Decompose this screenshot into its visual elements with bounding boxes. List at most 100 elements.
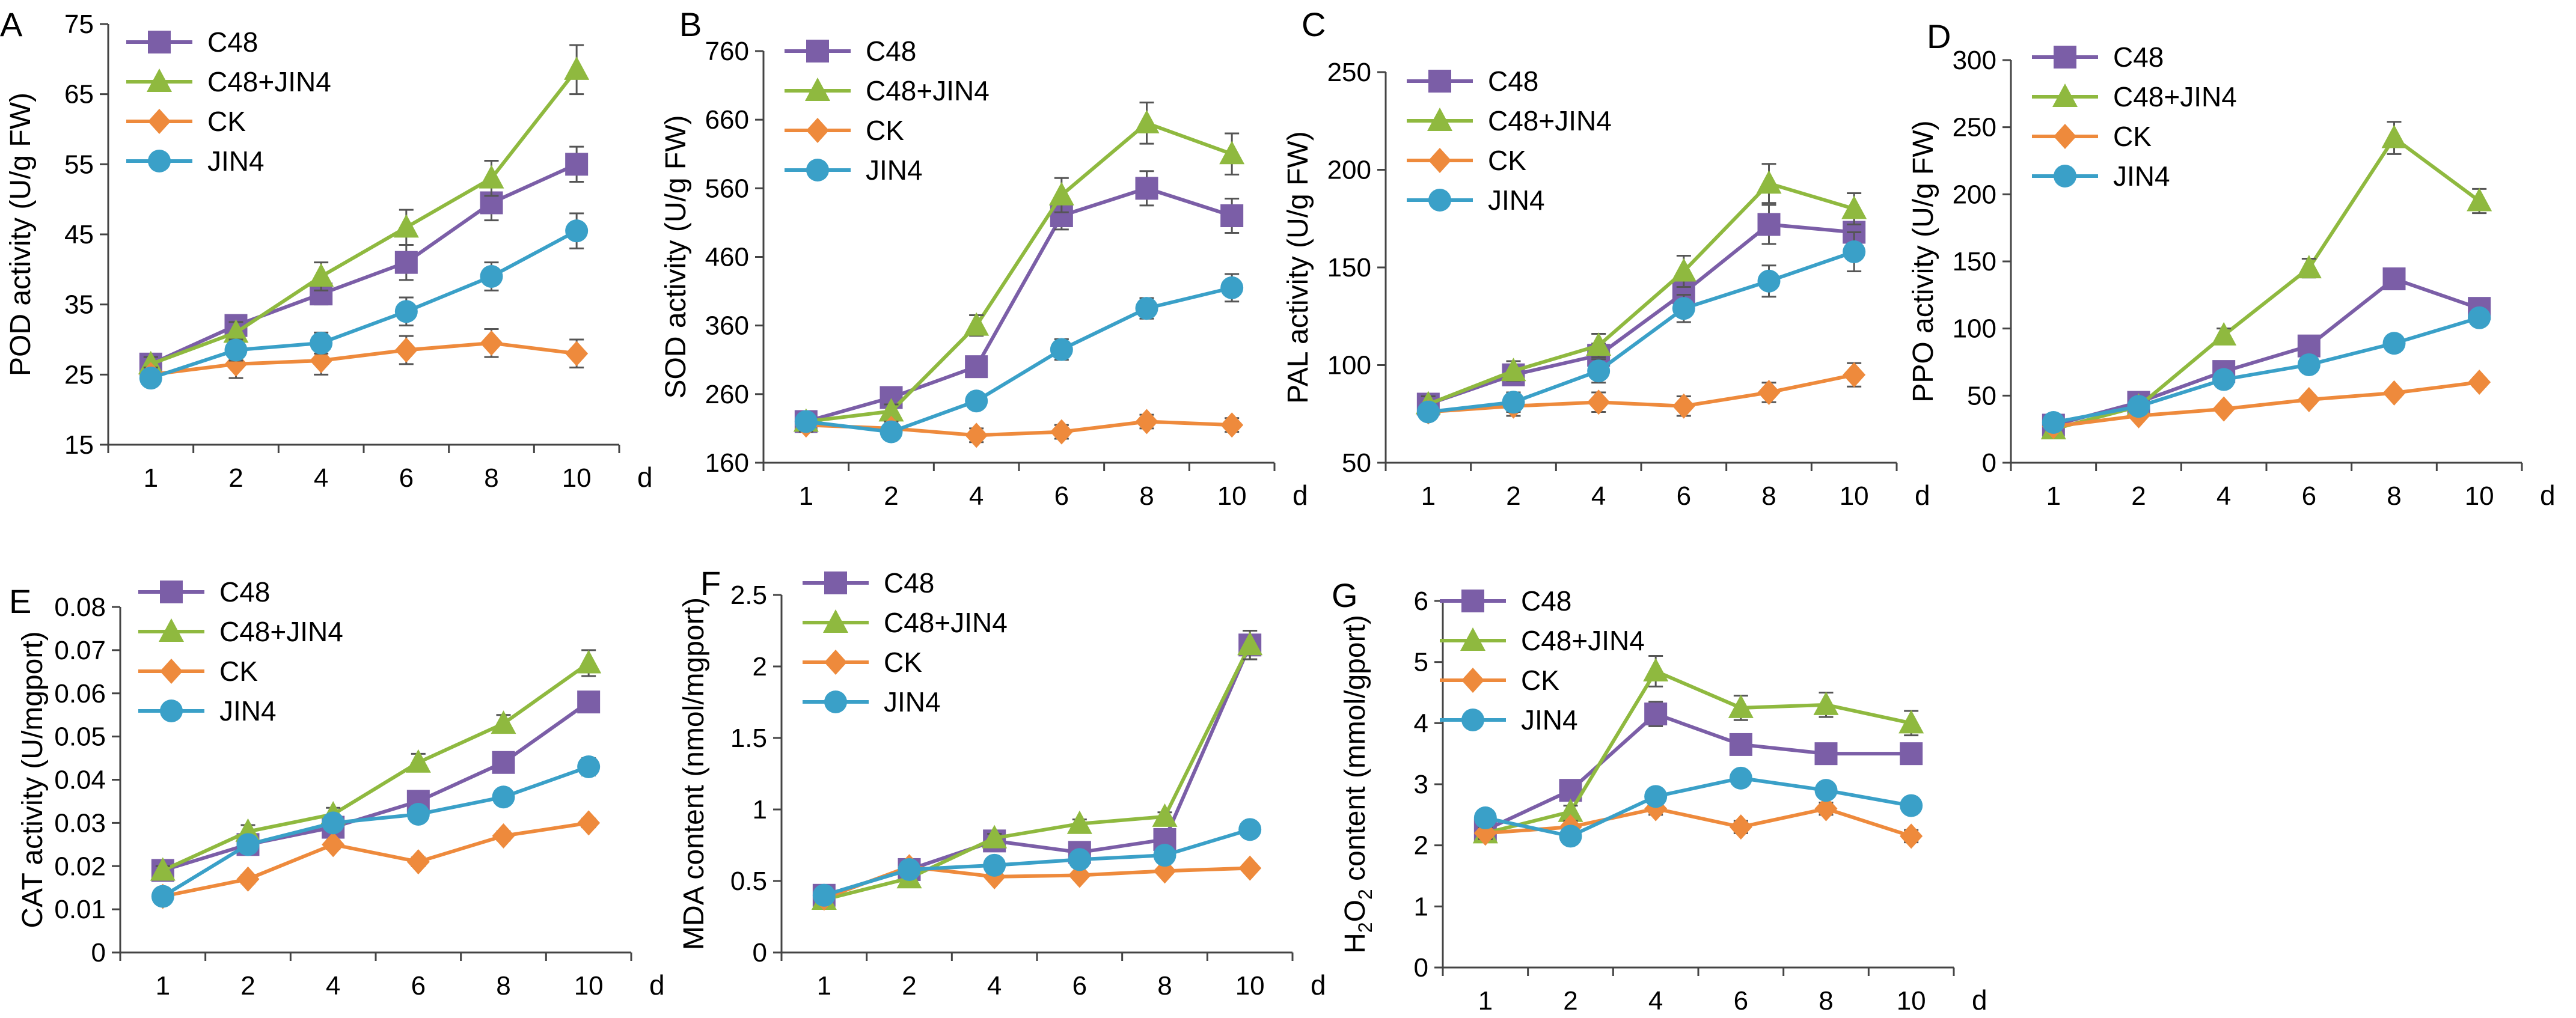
chart-a-series-c48-jin4-point bbox=[393, 214, 419, 238]
chart-d-legend: C48 C48+JIN4 CK JIN4 bbox=[2032, 41, 2237, 192]
chart-g-series-ck-line bbox=[1485, 806, 1912, 838]
chart-f-x-unit: d bbox=[1311, 969, 1326, 1001]
chart-f-legend-marker bbox=[824, 571, 847, 594]
chart-g-x-tick-label: 2 bbox=[1563, 986, 1577, 1016]
chart-g-x-tick-label: 4 bbox=[1648, 986, 1663, 1016]
chart-b-legend-label: CK bbox=[866, 115, 904, 146]
chart-b-series-jin4-point bbox=[965, 389, 988, 413]
chart-f-y-tick-label: 2 bbox=[753, 652, 767, 681]
chart-a-series-ck-point bbox=[480, 330, 503, 356]
chart-d-legend-label: C48 bbox=[2113, 41, 2164, 73]
chart-g-legend-marker bbox=[1461, 709, 1484, 731]
chart-e-x-tick-label: 4 bbox=[326, 971, 340, 1001]
chart-f-series-c48-jin4-line bbox=[824, 644, 1252, 901]
chart-c-series-jin4-point bbox=[1587, 359, 1611, 383]
chart-b-series-ck-line bbox=[806, 419, 1232, 437]
chart-b-series-jin4 bbox=[794, 273, 1244, 443]
chart-f-y-tick-label: 2.5 bbox=[730, 581, 767, 610]
chart-a-x-tick-label: 1 bbox=[144, 463, 158, 493]
chart-e-legend-label: CK bbox=[219, 656, 258, 687]
chart-d-y-tick-label: 150 bbox=[1953, 247, 1996, 276]
chart-e-y-tick-label: 0.02 bbox=[54, 852, 106, 881]
chart-g-series-c48-jin4-point bbox=[1558, 798, 1583, 822]
chart-g-legend-label: CK bbox=[1521, 665, 1559, 696]
chart-a-legend-marker bbox=[148, 31, 171, 53]
chart-e-y-tick-label: 0 bbox=[91, 938, 106, 968]
chart-c-series-jin4-point bbox=[1416, 400, 1440, 424]
chart-b-series-jin4-point bbox=[1050, 338, 1073, 361]
chart-f-y-tick-label: 0 bbox=[753, 938, 767, 968]
chart-c-legend-label: C48 bbox=[1488, 66, 1538, 97]
chart-b-y-tick-label: 460 bbox=[705, 243, 749, 272]
chart-a-legend-label: CK bbox=[207, 106, 246, 137]
chart-b-series-c48-jin4-point bbox=[1219, 141, 1245, 165]
chart-a-y-tick-label: 65 bbox=[64, 80, 94, 109]
chart-a-series-jin4 bbox=[139, 212, 589, 390]
chart-d-series-ck-line bbox=[2053, 380, 2480, 428]
chart-d-series-jin4-point bbox=[2382, 332, 2406, 355]
chart-d-y-tick-label: 0 bbox=[1982, 448, 1996, 478]
chart-a-y-tick-label: 25 bbox=[64, 360, 94, 389]
chart-c-y-axis-title: PAL activity (U/g FW) bbox=[1282, 131, 1314, 403]
chart-c-x-tick-label: 2 bbox=[1506, 481, 1520, 511]
chart-a-series-c48-jin4-line bbox=[150, 68, 578, 366]
chart-d-series-c48-jin4-point bbox=[2381, 124, 2407, 148]
chart-a-series-jin4-point bbox=[565, 219, 589, 243]
chart-d-y-tick-label: 250 bbox=[1953, 113, 1996, 142]
chart-e: E 0 0.01 0.02 0.03 0.04 0.05 0.06 0.07 0.08 1 2 4 6 8 1… bbox=[9, 576, 665, 1001]
chart-b-series-jin4-point bbox=[1220, 276, 1244, 299]
chart-f-series-jin4-point bbox=[812, 883, 836, 907]
chart-f-legend-label: JIN4 bbox=[884, 686, 941, 718]
chart-g-x-tick-label: 10 bbox=[1897, 986, 1926, 1016]
chart-d-legend-marker bbox=[2054, 46, 2076, 69]
chart-d-x-tick-label: 1 bbox=[2046, 481, 2061, 511]
chart-b-series-c48-jin4-line bbox=[806, 121, 1233, 424]
chart-f-series-jin4-point bbox=[1068, 848, 1091, 871]
chart-d-series-c48-jin4-point bbox=[2467, 187, 2492, 212]
chart-e-y-tick-label: 0.07 bbox=[54, 636, 106, 665]
chart-e-legend-label: C48+JIN4 bbox=[219, 616, 343, 647]
chart-b-series-c48-jin4-point bbox=[964, 312, 990, 336]
chart-e-series-jin4-point bbox=[151, 885, 174, 908]
chart-e-series-ck bbox=[151, 810, 601, 909]
chart-d-series-jin4-point bbox=[2468, 306, 2491, 329]
chart-d-series-jin4-point bbox=[2127, 395, 2150, 418]
chart-b-series-c48-point bbox=[1220, 204, 1244, 227]
chart-c-legend-marker bbox=[1428, 70, 1451, 93]
chart-b-series-c48-point bbox=[1135, 177, 1158, 200]
chart-b-series-c48-jin4-point bbox=[878, 398, 904, 422]
chart-c-x-tick-label: 1 bbox=[1421, 481, 1436, 511]
chart-d: D 0 50 100 150 200 250 300 1 2 4 6 8 10 d PPO activity … bbox=[1908, 17, 2556, 511]
chart-g-y-tick-label: 0 bbox=[1414, 953, 1428, 983]
chart-g-series-jin4-line bbox=[1485, 776, 1912, 838]
chart-g-series-c48-point bbox=[1814, 742, 1838, 766]
chart-d-x-tick-label: 10 bbox=[2465, 481, 2494, 511]
chart-c-series-c48-point bbox=[1757, 213, 1781, 236]
chart-c-series-ck-point bbox=[1843, 362, 1866, 388]
chart-a-y-tick-label: 35 bbox=[64, 290, 94, 320]
chart-e-series-jin4-point bbox=[492, 785, 515, 809]
chart-b-x-tick-label: 4 bbox=[969, 481, 984, 511]
chart-f-series-jin4-point bbox=[898, 858, 921, 881]
chart-d-series-ck-point bbox=[2212, 396, 2236, 422]
chart-f-series-c48 bbox=[812, 630, 1262, 907]
chart-d-series-c48-line bbox=[2053, 276, 2480, 427]
chart-g-y-tick-label: 1 bbox=[1414, 892, 1428, 921]
chart-c-series-jin4-point bbox=[1843, 240, 1866, 263]
chart-e-series-ck-point bbox=[492, 823, 515, 849]
chart-b-legend-label: C48+JIN4 bbox=[866, 75, 990, 106]
chart-c-series-jin4-line bbox=[1428, 250, 1855, 414]
chart-b-x-unit: d bbox=[1293, 480, 1308, 511]
chart-c-series-jin4-point bbox=[1502, 391, 1525, 414]
chart-g-series-c48-jin4-point bbox=[1898, 710, 1924, 734]
chart-d-legend-label: JIN4 bbox=[2113, 160, 2170, 192]
chart-e-x-tick-label: 6 bbox=[411, 971, 426, 1001]
chart-e-y-axis-title: CAT activity (U/mgport) bbox=[17, 631, 49, 928]
chart-a-legend-label: JIN4 bbox=[207, 145, 265, 177]
chart-b-series-ck-point bbox=[965, 422, 988, 448]
chart-c-legend: C48 C48+JIN4 CK JIN4 bbox=[1407, 66, 1612, 216]
chart-a-series-ck-line bbox=[150, 341, 577, 377]
chart-c-series-jin4-point bbox=[1757, 269, 1781, 293]
chart-c-series-ck-point bbox=[1587, 389, 1611, 415]
